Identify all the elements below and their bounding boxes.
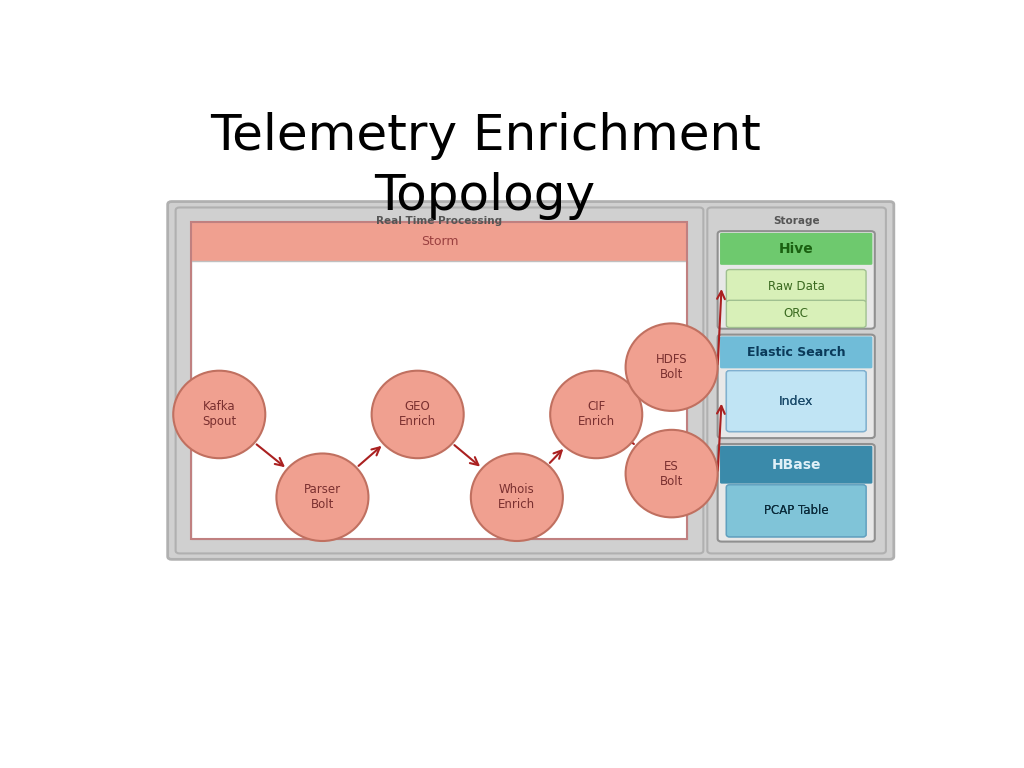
- FancyBboxPatch shape: [726, 485, 866, 537]
- FancyBboxPatch shape: [176, 207, 703, 554]
- FancyBboxPatch shape: [726, 485, 866, 537]
- FancyBboxPatch shape: [168, 201, 894, 559]
- FancyBboxPatch shape: [726, 371, 866, 432]
- Text: HDFS
Bolt: HDFS Bolt: [655, 353, 687, 381]
- Ellipse shape: [276, 453, 369, 541]
- Text: Storage: Storage: [773, 216, 820, 226]
- Text: Telemetry Enrichment
Topology: Telemetry Enrichment Topology: [210, 112, 761, 220]
- FancyBboxPatch shape: [191, 222, 687, 260]
- FancyBboxPatch shape: [720, 445, 872, 484]
- Ellipse shape: [471, 453, 563, 541]
- Ellipse shape: [550, 371, 642, 458]
- Ellipse shape: [372, 371, 464, 458]
- Text: PCAP Table: PCAP Table: [764, 505, 828, 518]
- Text: GEO
Enrich: GEO Enrich: [399, 400, 436, 429]
- Text: PCAP Table: PCAP Table: [764, 505, 828, 518]
- Text: Parser
Bolt: Parser Bolt: [304, 483, 341, 511]
- Text: Storm: Storm: [421, 235, 458, 248]
- Text: Raw Data: Raw Data: [768, 280, 824, 293]
- Text: Kafka
Spout: Kafka Spout: [202, 400, 237, 429]
- Ellipse shape: [626, 323, 718, 411]
- Ellipse shape: [626, 430, 718, 518]
- Text: Real Time Processing: Real Time Processing: [377, 216, 503, 226]
- Text: HBase: HBase: [771, 458, 821, 472]
- Text: Index: Index: [779, 395, 813, 408]
- Text: Whois
Enrich: Whois Enrich: [499, 483, 536, 511]
- Ellipse shape: [173, 371, 265, 458]
- FancyBboxPatch shape: [720, 233, 872, 265]
- FancyBboxPatch shape: [718, 335, 874, 438]
- FancyBboxPatch shape: [726, 300, 866, 327]
- FancyBboxPatch shape: [726, 270, 866, 303]
- Text: Index: Index: [779, 395, 813, 408]
- Text: ES
Bolt: ES Bolt: [659, 459, 683, 488]
- FancyBboxPatch shape: [191, 260, 687, 538]
- FancyBboxPatch shape: [708, 207, 886, 554]
- FancyBboxPatch shape: [726, 371, 866, 432]
- FancyBboxPatch shape: [718, 231, 874, 329]
- Text: Elastic Search: Elastic Search: [746, 346, 846, 359]
- FancyBboxPatch shape: [720, 336, 872, 369]
- FancyBboxPatch shape: [718, 444, 874, 541]
- Text: Hive: Hive: [779, 242, 814, 256]
- Text: ORC: ORC: [783, 307, 809, 320]
- Text: CIF
Enrich: CIF Enrich: [578, 400, 614, 429]
